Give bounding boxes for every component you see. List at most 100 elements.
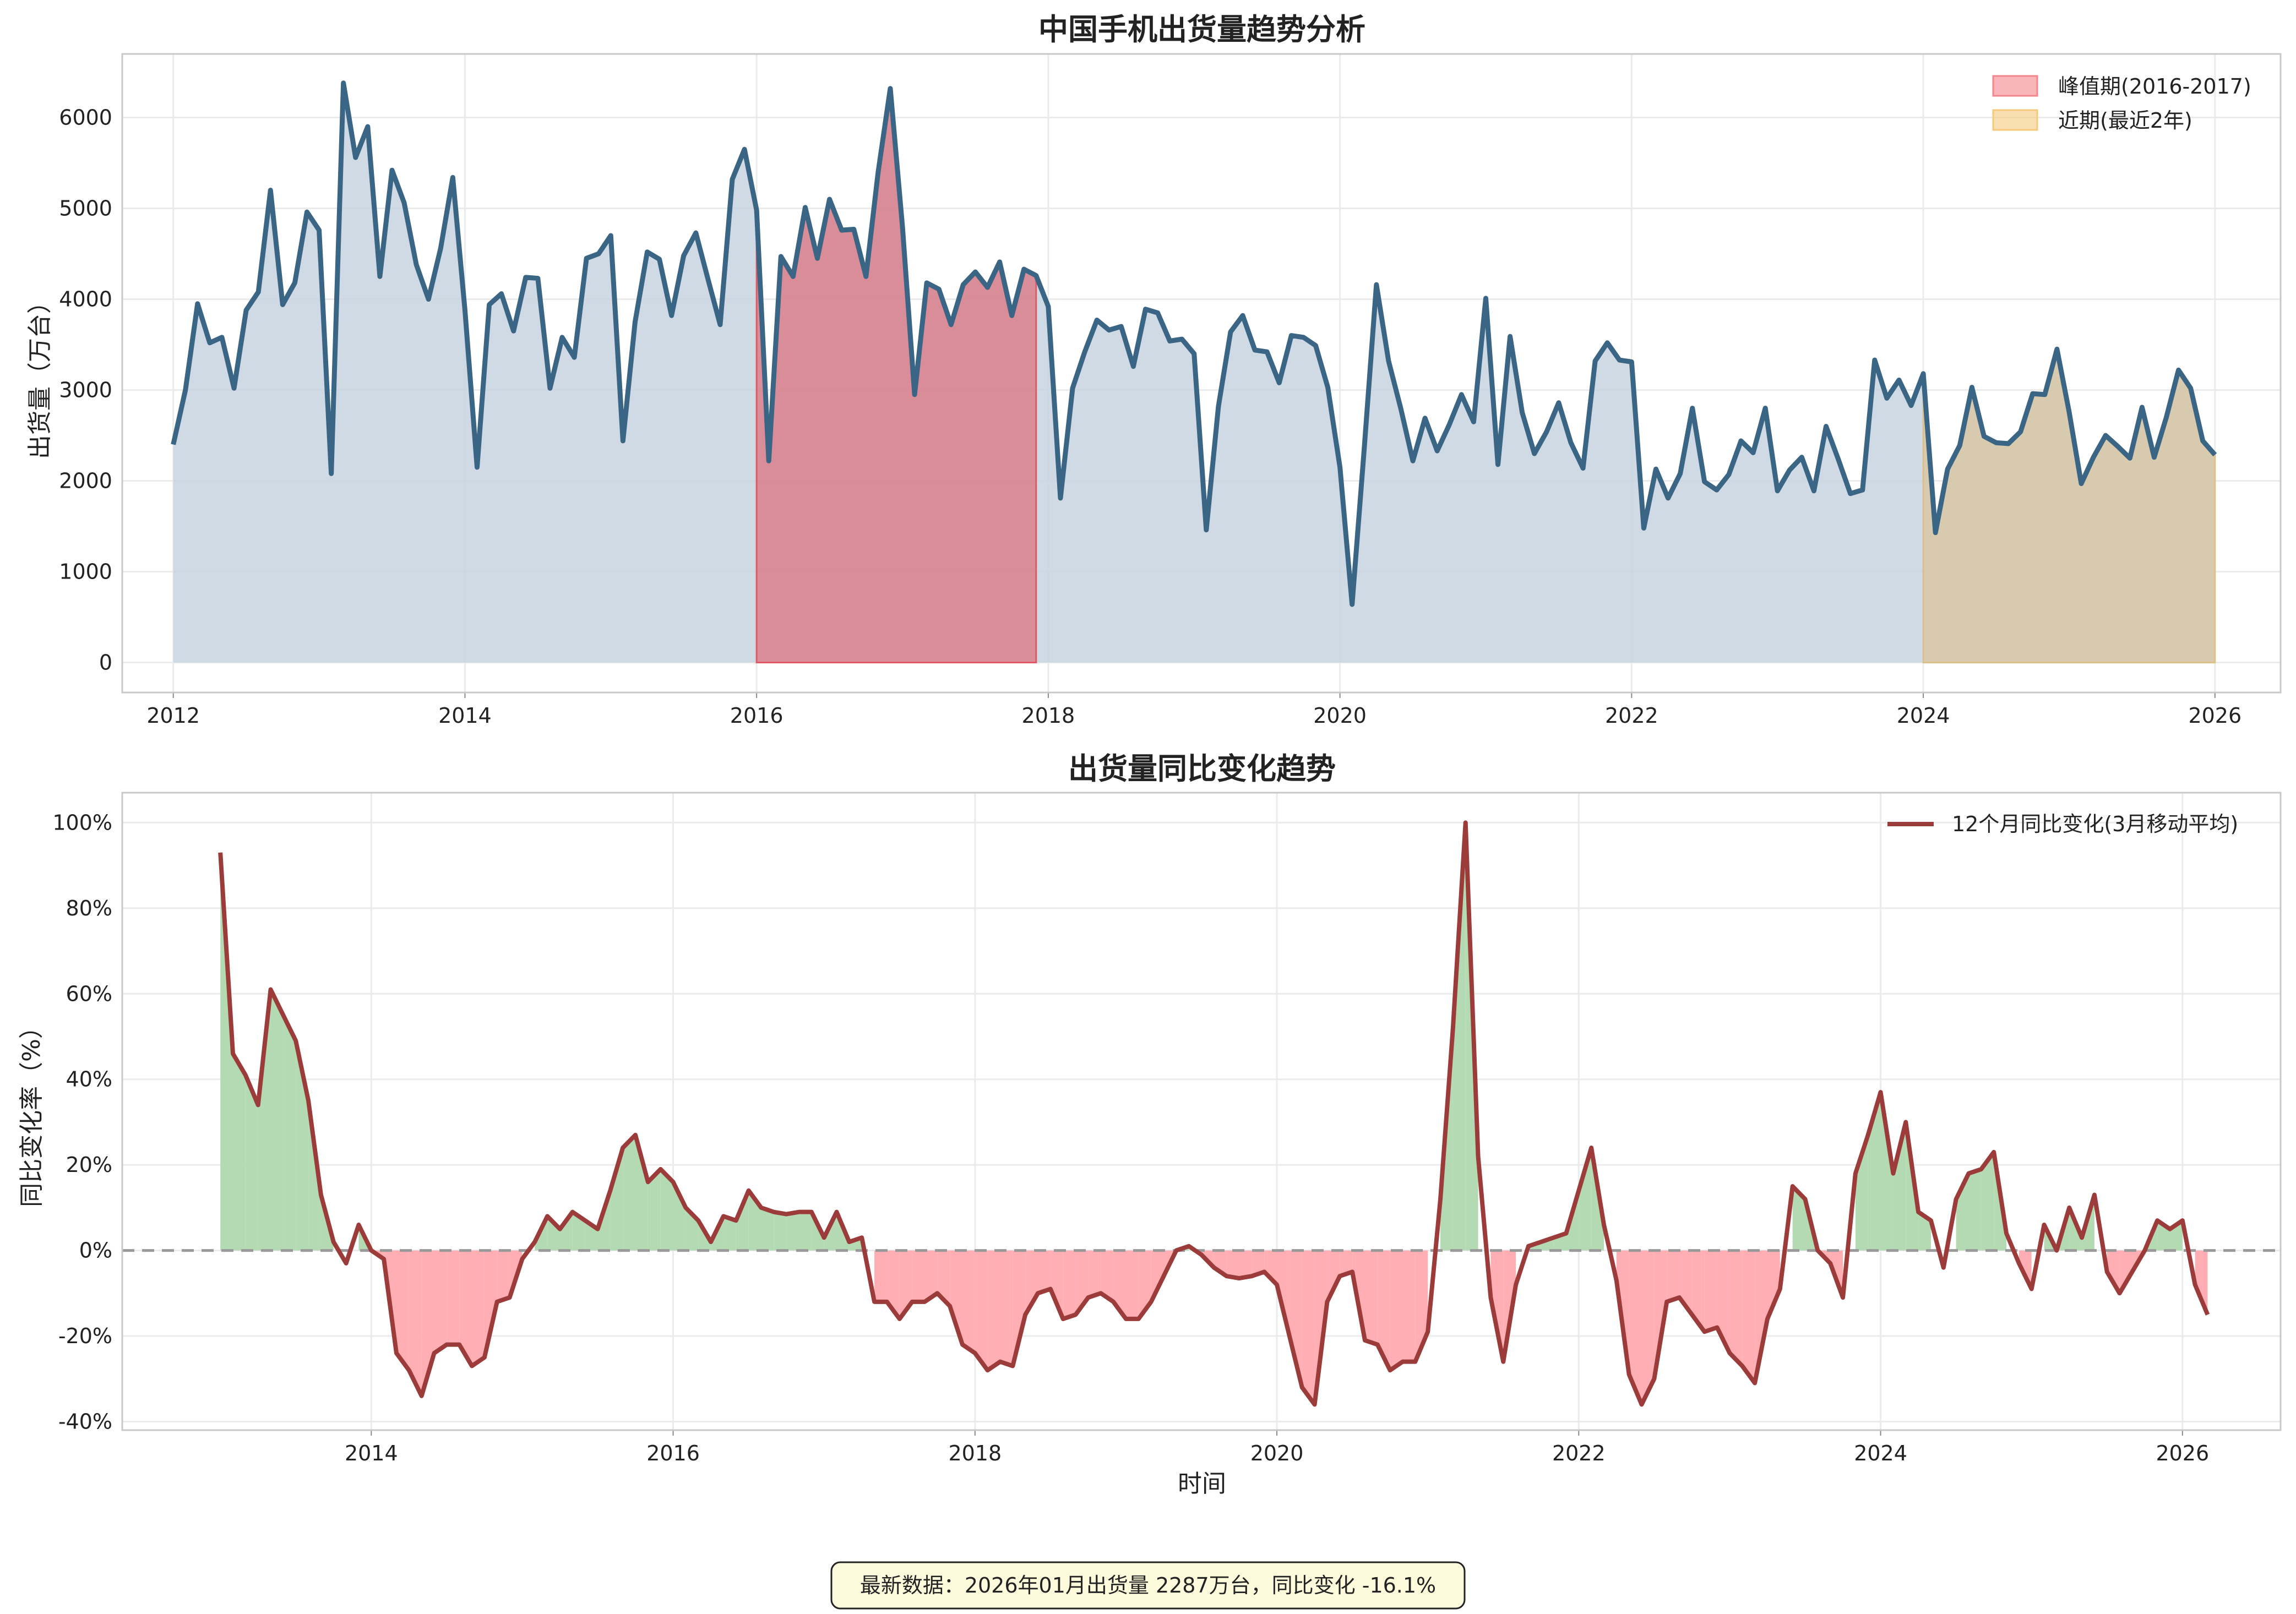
c1-y-tick-label: 0%	[79, 1239, 112, 1263]
yoy-positive-segment	[1981, 1152, 1994, 1251]
c0-x-tick-label: 2026	[2188, 704, 2241, 728]
yoy-positive-segment	[245, 1075, 258, 1251]
yoy-x-ticks: 2014 2016 2018 2020 2022 2024 2026	[345, 1430, 2209, 1465]
yoy-negative-segment	[1101, 1250, 1114, 1302]
yoy-negative-segment	[1038, 1250, 1051, 1294]
yoy-negative-segment	[447, 1250, 460, 1345]
c1-y-tick-label: 80%	[66, 896, 112, 920]
legend-label-recent: 近期(最近2年)	[2058, 108, 2192, 133]
yoy-negative-segment	[1704, 1250, 1717, 1332]
yoy-negative-segment	[1289, 1250, 1302, 1388]
c1-x-tick-label: 2020	[1250, 1441, 1304, 1465]
yoy-negative-segment	[937, 1250, 950, 1306]
yoy-negative-segment	[1364, 1250, 1378, 1345]
yoy-negative-segment	[1214, 1250, 1227, 1277]
yoy-positive-segment	[648, 1169, 661, 1251]
yoy-positive-segment	[660, 1169, 673, 1251]
yoy-positive-segment	[547, 1216, 560, 1251]
c0-y-tick-label: 0	[99, 651, 112, 675]
yoy-negative-segment	[497, 1250, 510, 1302]
c0-x-tick-label: 2022	[1605, 704, 1658, 728]
yoy-positive-segment	[761, 1207, 774, 1251]
yoy-negative-segment	[1327, 1250, 1340, 1302]
c1-y-tick-label: -20%	[58, 1324, 112, 1348]
yoy-negative-segment	[484, 1250, 497, 1357]
shipment-x-ticks: 2012 2014 2016 2018 2020 2022 2024 2026	[146, 693, 2241, 728]
c1-x-tick-label: 2026	[2156, 1441, 2209, 1465]
c1-x-tick-label: 2018	[948, 1441, 1002, 1465]
c0-x-tick-label: 2024	[1897, 704, 1950, 728]
yoy-negative-segment	[1302, 1250, 1315, 1405]
shipment-legend: 峰值期(2016-2017) 近期(最近2年)	[1992, 74, 2251, 133]
yoy-positive-segment	[1452, 822, 1466, 1251]
yoy-positive-segment	[610, 1148, 623, 1251]
yoy-negative-segment	[924, 1250, 938, 1302]
yoy-negative-segment	[899, 1250, 912, 1319]
yoy-frame	[121, 792, 2282, 1431]
yoy-negative-segment	[1691, 1250, 1705, 1332]
yoy-negative-segment	[975, 1250, 988, 1371]
yoy-positive-segment	[233, 1054, 246, 1251]
yoy-negative-segment	[1755, 1250, 1767, 1383]
yoy-chart-title: 出货量同比变化趋势	[1068, 751, 1336, 786]
c1-x-tick-label: 2014	[345, 1441, 398, 1465]
yoy-negative-segment	[459, 1250, 472, 1366]
yoy-negative-segment	[2195, 1250, 2208, 1315]
yoy-positive-segment	[283, 1015, 296, 1251]
yoy-negative-segment	[1340, 1250, 1353, 1277]
c0-x-tick-label: 2016	[730, 704, 784, 728]
legend-swatch-recent	[1992, 109, 2038, 131]
latest-data-note: 最新数据：2026年01月出货量 2287万台，同比变化 -16.1%	[830, 1561, 1466, 1610]
yoy-line	[218, 820, 2210, 1407]
yoy-negative-segment	[2107, 1250, 2120, 1294]
yoy-negative-segment	[472, 1250, 485, 1366]
yoy-negative-segment	[1390, 1250, 1403, 1371]
yoy-positive-segment	[559, 1212, 573, 1251]
yoy-negative-segment	[1767, 1250, 1780, 1319]
yoy-negative-segment	[1742, 1250, 1755, 1383]
c1-y-tick-label: 60%	[66, 982, 112, 1006]
shipment-line	[171, 80, 2217, 607]
latest-data-text: 最新数据：2026年01月出货量 2287万台，同比变化 -16.1%	[860, 1573, 1436, 1597]
yoy-positive-segment	[623, 1135, 636, 1251]
yoy-negative-segment	[409, 1250, 422, 1396]
yoy-negative-segment	[1717, 1250, 1730, 1354]
yoy-negative-segment	[1063, 1250, 1076, 1319]
c0-y-tick-label: 4000	[59, 287, 112, 312]
c1-y-tick-label: 40%	[66, 1067, 112, 1092]
yoy-positive-segment	[270, 989, 284, 1251]
yoy-y-label: 同比变化率（%）	[18, 1015, 46, 1207]
yoy-legend: 12个月同比变化(3月移动平均)	[1887, 812, 2238, 836]
yoy-negative-segment	[1125, 1250, 1139, 1319]
yoy-negative-segment	[434, 1250, 447, 1354]
yoy-positive-segment	[1792, 1186, 1805, 1251]
c1-x-tick-label: 2016	[646, 1441, 700, 1465]
yoy-negative-segment	[1264, 1250, 1277, 1285]
yoy-positive-segment	[572, 1212, 585, 1251]
c1-y-tick-label: 20%	[66, 1153, 112, 1177]
yoy-negative-segment	[396, 1250, 409, 1371]
c1-x-tick-label: 2024	[1854, 1441, 1907, 1465]
yoy-positive-segment	[786, 1212, 799, 1251]
yoy-chart: 出货量同比变化趋势 2014 2016 2018 2020 2022 2024 2026 -…	[18, 751, 2282, 1498]
yoy-positive-segment	[736, 1190, 749, 1251]
shipment-y-ticks: 0 1000 2000 3000 4000 5000 6000	[59, 106, 112, 675]
yoy-negative-segment	[1729, 1250, 1743, 1366]
yoy-negative-segment	[886, 1250, 900, 1319]
c1-y-tick-label: -40%	[58, 1409, 112, 1433]
yoy-positive-segment	[1880, 1092, 1894, 1251]
c1-x-tick-label: 2022	[1552, 1441, 1606, 1465]
yoy-negative-segment	[1252, 1250, 1265, 1277]
yoy-negative-segment	[962, 1250, 975, 1354]
yoy-negative-segment	[987, 1250, 1000, 1371]
yoy-negative-segment	[1025, 1250, 1038, 1315]
yoy-negative-segment	[1490, 1250, 1504, 1362]
c0-y-tick-label: 6000	[59, 106, 112, 130]
yoy-positive-segment	[635, 1135, 648, 1251]
yoy-negative-segment	[1629, 1250, 1642, 1405]
legend-swatch-peak	[1992, 75, 2038, 97]
yoy-positive-segment	[774, 1212, 787, 1251]
c0-x-tick-label: 2014	[438, 704, 492, 728]
shipment-frame	[121, 53, 2282, 694]
